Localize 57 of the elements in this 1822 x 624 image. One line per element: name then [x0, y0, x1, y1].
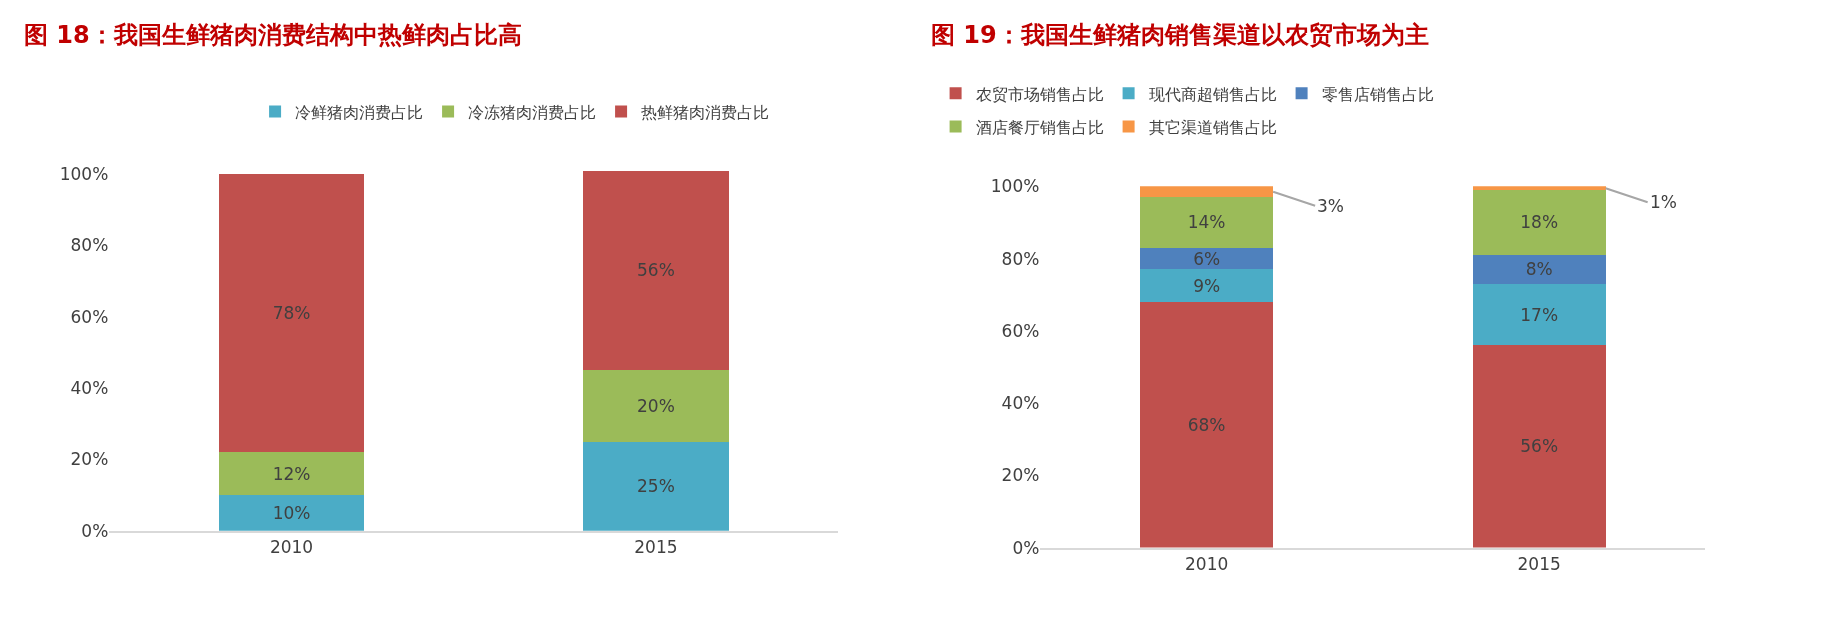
data-label: 68%: [1187, 414, 1226, 435]
legend-label: 热鲜猪肉消费占比: [641, 102, 770, 122]
y-tick-label: 40%: [70, 378, 109, 399]
y-tick-label: 40%: [1001, 393, 1040, 414]
bar: [1140, 301, 1274, 548]
data-label: 20%: [637, 395, 675, 416]
legend-label: 冷冻猪肉消费占比: [468, 102, 597, 122]
bar: [1140, 247, 1274, 270]
bar: [583, 370, 729, 442]
data-label: 56%: [637, 260, 675, 281]
bar: [1140, 186, 1274, 198]
y-tick-label: 60%: [1001, 320, 1040, 341]
y-tick-label: 100%: [59, 164, 109, 185]
data-label: 10%: [272, 502, 311, 523]
data-label: 17%: [1520, 304, 1559, 325]
data-label: 3%: [1317, 196, 1344, 216]
y-tick-label: 0%: [1012, 537, 1040, 558]
bar: [218, 174, 365, 453]
y-tick-label: 20%: [1001, 465, 1040, 486]
data-label: 1%: [1650, 192, 1677, 212]
data-label: 78%: [272, 303, 311, 324]
bar: [583, 170, 729, 371]
legend-label: 酒店餐厅销售占比: [975, 117, 1104, 137]
data-label: 56%: [1520, 436, 1559, 457]
bar: [218, 495, 365, 531]
data-label: 6%: [1193, 248, 1221, 269]
bar: [218, 452, 365, 495]
data-label: 25%: [637, 476, 675, 497]
y-tick-label: 60%: [70, 306, 109, 327]
y-tick-label: 20%: [70, 449, 109, 470]
bar: [1472, 255, 1606, 284]
y-tick-label: 80%: [70, 235, 109, 256]
x-tick-label: 2010: [1184, 553, 1229, 574]
legend-label: 现代商超销售占比: [1148, 84, 1277, 104]
legend-label: 零售店销售占比: [1321, 84, 1434, 104]
legend-label: 冷鲜猪肉消费占比: [295, 102, 424, 122]
x-tick-label: 2015: [1517, 553, 1561, 574]
data-label: 14%: [1187, 212, 1226, 233]
data-label: 18%: [1520, 212, 1559, 233]
y-tick-label: 80%: [1001, 248, 1040, 269]
data-label: 9%: [1193, 275, 1221, 296]
x-tick-label: 2010: [269, 537, 314, 558]
chart-title: 图 19：我国生鲜猪肉销售渠道以农贸市场为主: [931, 21, 1429, 49]
bar: [1472, 345, 1606, 548]
bar: [1472, 283, 1606, 346]
bar: [1140, 269, 1274, 302]
bar: [583, 441, 729, 531]
legend-label: 其它渠道销售占比: [1148, 117, 1277, 137]
data-label: 12%: [272, 463, 311, 484]
data-label: 8%: [1525, 259, 1553, 280]
bar: [1472, 189, 1606, 255]
y-tick-label: 0%: [81, 520, 109, 541]
legend-label: 农贸市场销售占比: [975, 84, 1104, 104]
chart-title: 图 18：我国生鲜猪肉消费结构中热鲜肉占比高: [24, 21, 522, 49]
y-tick-label: 100%: [990, 176, 1040, 197]
bar: [1140, 197, 1274, 248]
x-tick-label: 2015: [634, 537, 678, 558]
